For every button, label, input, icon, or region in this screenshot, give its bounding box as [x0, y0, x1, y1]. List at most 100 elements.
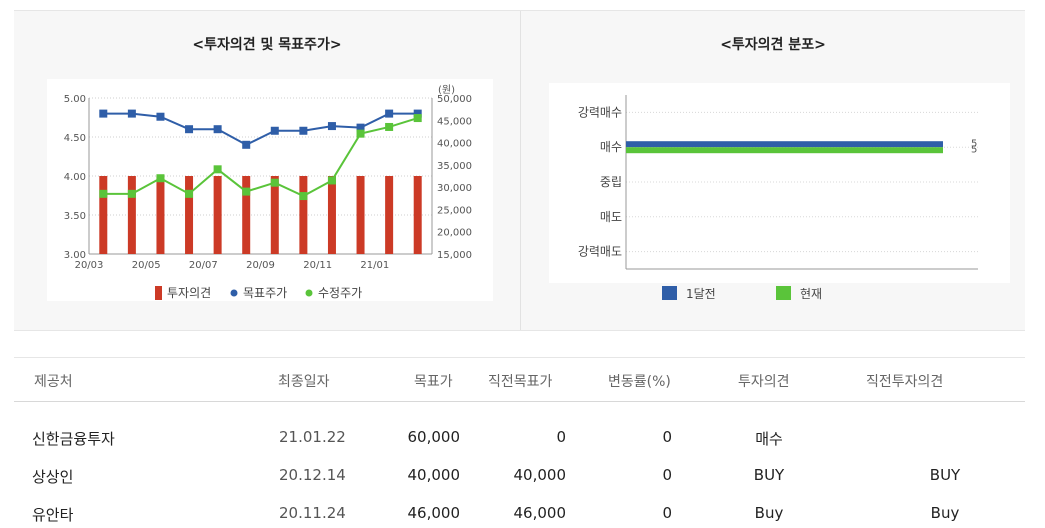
cell-provider: 신한금융투자: [32, 430, 115, 448]
cell-change-rate: 0: [662, 504, 672, 522]
target-price-point: [185, 125, 194, 134]
category-label: 매도: [600, 210, 622, 224]
current-bar: [626, 147, 943, 154]
y-right-tick-label: 25,000: [437, 205, 472, 216]
opinion-bar: [213, 176, 222, 254]
header-provider: 제공처: [34, 374, 73, 390]
cell-prev-opinion: Buy: [930, 504, 960, 522]
y-right-tick-label: 30,000: [437, 183, 472, 194]
header-last-date: 최종일자: [278, 374, 330, 390]
legend-label: 수정주가: [318, 286, 362, 300]
category-label: 강력매도: [578, 245, 622, 259]
table-row[interactable]: 신한금융투자 21.01.22 60,000 0 0 매수: [14, 422, 1025, 456]
adjusted-price-point: [385, 122, 394, 131]
cell-change-rate: 0: [662, 428, 672, 446]
header-opinion: 투자의견: [738, 374, 790, 390]
target-price-point: [385, 109, 394, 118]
header-target-price: 목표가: [414, 374, 453, 390]
opinion-bar: [156, 176, 165, 254]
target-price-point: [213, 125, 222, 134]
cell-prev-target-price: 0: [556, 428, 566, 446]
target-price-point: [299, 126, 308, 135]
table-header: 제공처 최종일자 목표가 직전목표가 변동률(%) 투자의견 직전투자의견: [14, 357, 1025, 402]
legend-swatch-opinion: [155, 286, 162, 300]
adjusted-price-point: [327, 176, 336, 185]
opinion-bar: [385, 176, 394, 254]
adjusted-price-point: [185, 189, 194, 198]
x-tick-label: 20/05: [132, 260, 161, 271]
opinion-bar: [270, 176, 279, 254]
table-row[interactable]: 상상인 20.12.14 40,000 40,000 0 BUY BUY: [14, 460, 1025, 494]
cell-opinion: BUY: [753, 466, 785, 484]
y-right-tick-label: 40,000: [437, 139, 472, 150]
adjusted-price-point: [127, 189, 136, 198]
adjusted-price-point: [270, 178, 279, 187]
adjusted-price-point: [299, 192, 308, 201]
opinion-bar: [356, 176, 365, 254]
y-left-tick-label: 3.00: [64, 250, 86, 261]
cell-target-price: 40,000: [407, 466, 461, 484]
adjusted-price-line: [103, 117, 419, 198]
y-left-tick-label: 5.00: [64, 94, 86, 105]
cell-change-rate: 0: [662, 466, 672, 484]
table-row[interactable]: 유안타 20.11.24 46,000 46,000 0 Buy Buy: [14, 498, 1025, 528]
opinion-bar: [299, 176, 308, 254]
y-left-tick-label: 4.00: [64, 172, 86, 183]
cell-target-price: 60,000: [407, 428, 461, 446]
legend-swatch-adjusted-price: [305, 289, 313, 297]
charts-panel: <투자의견 및 목표주가> <투자의견 분포> 3.00 3.50 4.00 4.50…: [14, 10, 1025, 331]
cell-prev-opinion: BUY: [929, 466, 961, 484]
header-prev-target-price: 직전목표가: [488, 374, 553, 390]
y-right-unit-label: (원): [438, 84, 455, 96]
y-right-tick-label: 50,000: [437, 94, 472, 105]
adjusted-price-point: [413, 114, 422, 123]
x-tick-label: 21/01: [360, 260, 389, 271]
target-price-point: [270, 126, 279, 135]
cell-prev-target-price: 46,000: [513, 504, 567, 522]
legend-label: 1달전: [686, 287, 716, 301]
category-label: 중립: [600, 175, 622, 189]
x-tick-label: 20/09: [246, 260, 275, 271]
x-tick-label: 20/11: [303, 260, 332, 271]
panel-divider: [520, 11, 521, 330]
legend-swatch-current: [776, 286, 791, 300]
adjusted-price-point: [356, 129, 365, 138]
cell-provider: 상상인: [32, 468, 74, 486]
adjusted-price-point: [99, 189, 108, 198]
cell-date: 20.12.14: [279, 466, 346, 484]
cell-opinion: 매수: [755, 430, 783, 448]
y-right-tick-label: 15,000: [437, 250, 472, 261]
legend-label: 목표주가: [243, 286, 287, 300]
opinion-bar: [185, 176, 194, 254]
opinion-bar: [242, 176, 251, 254]
opinion-bar: [327, 176, 336, 254]
target-price-point: [356, 123, 365, 132]
target-price-point: [127, 109, 136, 118]
target-price-line: [103, 112, 418, 146]
y-left-tick-label: 3.50: [64, 211, 86, 222]
opinion-distribution-chart-title: <투자의견 분포>: [720, 37, 826, 53]
target-price-point: [327, 122, 336, 131]
category-label: 강력매수: [578, 105, 622, 119]
adjusted-price-point: [156, 174, 165, 183]
opinion-bar: [99, 176, 108, 254]
cell-date: 21.01.22: [279, 428, 346, 446]
legend-swatch-month-ago: [662, 286, 677, 300]
target-price-point: [156, 112, 165, 121]
y-right-tick-label: 20,000: [437, 228, 472, 239]
opinion-target-chart: 3.00 3.50 4.00 4.50 5.00 15,000 20,000 25,000 30…: [64, 84, 472, 300]
legend-label: 투자의견: [167, 286, 211, 300]
legend-label: 현재: [800, 287, 822, 301]
data-label: 5: [971, 139, 977, 150]
y-right-tick-label: 45,000: [437, 116, 472, 127]
adjusted-price-point: [242, 187, 251, 196]
header-prev-opinion: 직전투자의견: [866, 374, 944, 390]
legend-swatch-target-price: [230, 289, 238, 297]
data-label: 5: [971, 145, 977, 156]
cell-date: 20.11.24: [279, 504, 346, 522]
y-left-tick-label: 4.50: [64, 133, 86, 144]
opinion-target-chart-title: <투자의견 및 목표주가>: [192, 37, 342, 53]
opinion-bar: [127, 176, 136, 254]
x-tick-label: 20/07: [189, 260, 218, 271]
